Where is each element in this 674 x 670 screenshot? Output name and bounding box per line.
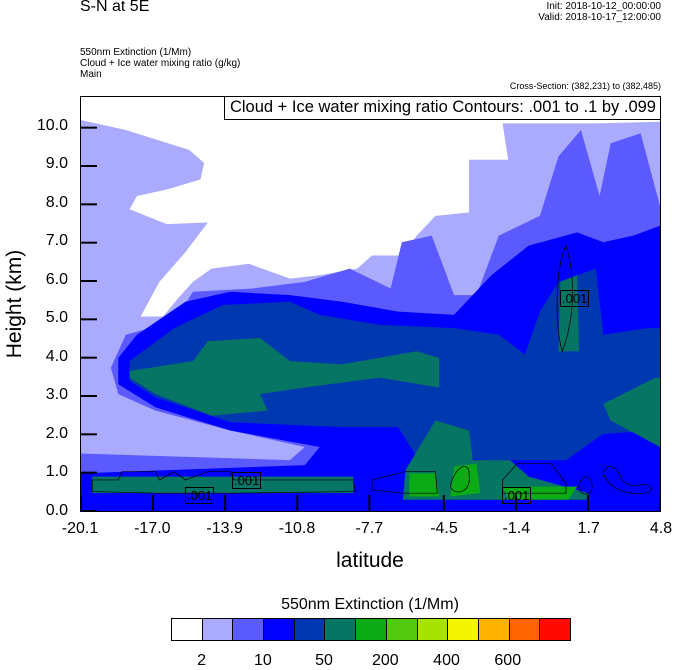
x-tick-label: 4.8 [649,520,673,537]
colorbar [171,618,571,641]
contour-line [449,466,470,493]
x-tick-label: -10.8 [278,520,316,537]
axis-ticks [81,126,660,511]
colorbar-swatch [417,619,449,640]
colorbar-swatch [202,619,234,640]
y-tick-label: 10.0 [36,116,68,134]
contour-label: .001 [185,487,215,504]
field-level-600-plus [502,486,578,504]
colorbar-swatch [356,619,387,640]
subtitle-run: Main [80,69,102,80]
x-axis-label: latitude [336,549,404,572]
x-tick-label: 1.7 [577,520,600,537]
subtitle-field-2: Cloud + Ice water mixing ratio (g/kg) [80,58,241,69]
plot-area: Cloud + Ice water mixing ratio Contours:… [80,96,661,512]
cross-section-label: Cross-Section: (382,231) to (382,485) [509,81,661,91]
y-tick-label: 7.0 [45,232,68,250]
field-level-400-600 [603,377,660,447]
colorbar-swatch [386,619,418,640]
y-tick-label: 0.0 [45,502,68,519]
y-tick-label: 9.0 [45,155,68,173]
colorbar-swatch [478,619,510,640]
x-tick-label: -7.7 [355,520,384,537]
y-tick-label: 3.0 [45,386,68,404]
colorbar-swatch [540,619,570,640]
colorbar-swatch [448,619,479,640]
contour-line [556,244,573,353]
colorbar-label: 600 [494,652,522,669]
x-tick-label: -1.4 [502,520,531,537]
colorbar-label: 10 [253,652,272,669]
colorbar-label: 400 [433,652,460,669]
y-tick-label: 2.0 [45,424,68,442]
y-tick-label: 1.0 [45,463,68,481]
extinction-field [81,97,660,511]
x-tick-label: -4.5 [430,520,458,537]
contour-line [91,471,356,494]
x-tick-label: -13.9 [206,520,243,537]
contour-info-title: Cloud + Ice water mixing ratio Contours:… [223,97,660,120]
colorbar-swatch [509,619,541,640]
y-tick-label: 6.0 [45,270,68,288]
init-time: Init: 2018-10-12_00:00:00 [546,1,661,12]
contour-line [371,471,438,494]
field-level-400-600 [92,476,354,494]
colorbar-title: 550nm Extinction (1/Mm) [281,596,459,613]
colorbar-label: 200 [371,652,399,669]
contour-label: .001 [560,290,590,307]
field-level-400-600 [129,338,440,416]
colorbar-swatch [294,619,326,640]
field-level-below-2 [81,97,660,317]
colorbar-label: 2 [197,652,207,669]
colorbar-swatch [172,619,203,640]
plot-main-title: S-N at 5E [80,0,150,15]
contour-label: .001 [232,472,262,489]
contour-line [578,476,593,495]
colorbar-label: 50 [315,652,333,669]
y-tick-label: 5.0 [45,309,68,327]
x-tick-label: -17.0 [134,520,171,537]
field-level-400-600 [558,275,580,352]
y-tick-label: 8.0 [45,193,68,211]
field-level-50-200 [81,499,660,511]
valid-time: Valid: 2018-10-17_12:00:00 [538,12,661,23]
colorbar-swatch [264,619,295,640]
y-tick-label: 4.0 [45,347,68,365]
subtitle-field-1: 550nm Extinction (1/Mm) [80,47,192,58]
colorbar-swatch [325,619,357,640]
colorbar-swatch [233,619,265,640]
field-level-600-plus [409,473,440,497]
y-axis-label: Height (km) [3,249,26,359]
contour-line [602,465,653,494]
x-tick-label: -20.1 [61,520,99,537]
field-level-600-plus [450,463,481,497]
